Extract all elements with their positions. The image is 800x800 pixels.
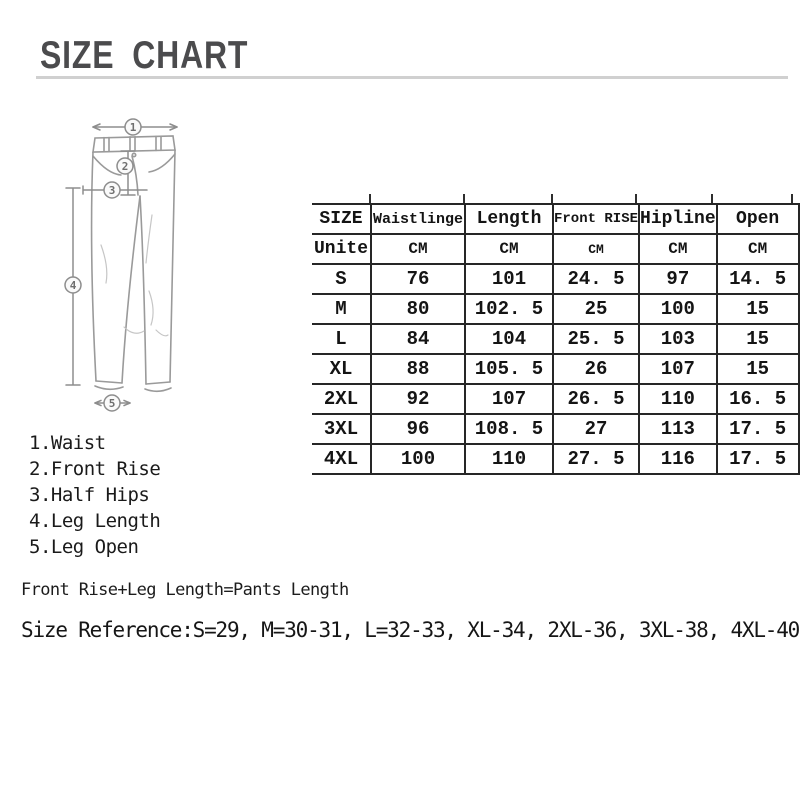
table-top-tick (791, 194, 793, 203)
size-table-container: SIZE Waistlinge Length Front RISE Hiplin… (312, 194, 800, 475)
table-cell: 104 (464, 323, 554, 355)
table-cell: 92 (370, 383, 466, 415)
col-header-open: Open (715, 203, 800, 235)
marker-2-label: 2 (122, 160, 129, 173)
unit-cell: CM (370, 233, 466, 265)
table-cell: 107 (464, 383, 554, 415)
table-cell: 108. 5 (464, 413, 554, 445)
table-row-3xl: 3XL 96 108. 5 27 113 17. 5 (312, 413, 800, 445)
marker-5-circle (103, 394, 121, 412)
page-title: SIZE CHART (40, 34, 249, 77)
table-row-s: S 76 101 24. 5 97 14. 5 (312, 263, 800, 295)
measurement-markers: 1 2 3 4 5 (64, 118, 142, 412)
table-cell: 27 (551, 413, 641, 445)
table-cell: 25. 5 (551, 323, 641, 355)
title-underline (36, 76, 788, 79)
table-cell: 102. 5 (464, 293, 554, 325)
table-row-4xl: 4XL 100 110 27. 5 116 17. 5 (312, 443, 800, 475)
table-cell: 100 (370, 443, 466, 475)
table-cell: 17. 5 (715, 413, 800, 445)
table-cell: 113 (638, 413, 718, 445)
table-cell: 105. 5 (464, 353, 554, 385)
table-cell: 15 (715, 353, 800, 385)
table-top-tick (551, 194, 553, 203)
table-cell: 26. 5 (551, 383, 641, 415)
table-cell: 100 (638, 293, 718, 325)
marker-5-label: 5 (109, 397, 116, 410)
col-header-hipline: Hipline (638, 203, 718, 235)
unit-row-label: Unite (312, 233, 372, 265)
table-cell: 27. 5 (551, 443, 641, 475)
table-top-tick (463, 194, 465, 203)
table-cell: 26 (551, 353, 641, 385)
size-label: 3XL (312, 413, 372, 445)
marker-1-circle (124, 118, 142, 136)
col-header-size: SIZE (312, 203, 372, 235)
unit-cell: CM (715, 233, 800, 265)
table-cell: 16. 5 (715, 383, 800, 415)
table-cell: 80 (370, 293, 466, 325)
unit-cell: CM (464, 233, 554, 265)
size-label: S (312, 263, 372, 295)
table-cell: 88 (370, 353, 466, 385)
col-header-length: Length (464, 203, 554, 235)
table-row-l: L 84 104 25. 5 103 15 (312, 323, 800, 355)
col-header-front-rise: Front RISE (551, 203, 641, 235)
marker-1-label: 1 (130, 121, 137, 134)
legend-item-leg-length: 4.Leg Length (29, 510, 161, 532)
table-cell: 101 (464, 263, 554, 295)
marker-2-circle (116, 157, 134, 175)
measurement-lines (65, 123, 178, 407)
pants-length-formula: Front Rise+Leg Length=Pants Length (21, 580, 349, 600)
table-cell: 24. 5 (551, 263, 641, 295)
table-cell: 76 (370, 263, 466, 295)
table-cell: 15 (715, 323, 800, 355)
table-cell: 84 (370, 323, 466, 355)
table-unit-row: Unite CM CM CM CM CM (312, 233, 800, 265)
table-cell: 25 (551, 293, 641, 325)
table-cell: 103 (638, 323, 718, 355)
legend-item-half-hips: 3.Half Hips (29, 484, 150, 506)
legend-item-front-rise: 2.Front Rise (29, 458, 161, 480)
marker-3-label: 3 (109, 184, 116, 197)
size-label: L (312, 323, 372, 355)
marker-4-label: 4 (70, 279, 77, 292)
table-cell: 96 (370, 413, 466, 445)
legend-item-waist: 1.Waist (29, 432, 106, 454)
table-cell: 116 (638, 443, 718, 475)
marker-3-circle (103, 181, 121, 199)
unit-cell: CM (638, 233, 718, 265)
table-cell: 110 (464, 443, 554, 475)
table-cell: 97 (638, 263, 718, 295)
table-cell: 110 (638, 383, 718, 415)
size-label: 4XL (312, 443, 372, 475)
marker-4-circle (64, 276, 82, 294)
size-reference-note: Size Reference:S=29, M=30-31, L=32-33, X… (21, 618, 800, 642)
table-row-xl: XL 88 105. 5 26 107 15 (312, 353, 800, 385)
pants-outline-icon (90, 135, 176, 393)
size-label: XL (312, 353, 372, 385)
size-label: M (312, 293, 372, 325)
measurement-legend: 1.Waist 2.Front Rise 3.Half Hips 4.Leg L… (29, 430, 161, 560)
size-table: SIZE Waistlinge Length Front RISE Hiplin… (312, 203, 800, 475)
table-cell: 15 (715, 293, 800, 325)
table-top-tick (635, 194, 637, 203)
table-row-m: M 80 102. 5 25 100 15 (312, 293, 800, 325)
table-cell: 17. 5 (715, 443, 800, 475)
pants-wrinkle-lines (100, 214, 169, 337)
table-cell: 14. 5 (715, 263, 800, 295)
unit-cell: CM (551, 233, 641, 265)
size-label: 2XL (312, 383, 372, 415)
legend-item-leg-open: 5.Leg Open (29, 536, 139, 558)
col-header-waistline: Waistlinge (370, 203, 466, 235)
table-header-row: SIZE Waistlinge Length Front RISE Hiplin… (312, 203, 800, 235)
table-top-tick (711, 194, 713, 203)
table-cell: 107 (638, 353, 718, 385)
table-row-2xl: 2XL 92 107 26. 5 110 16. 5 (312, 383, 800, 415)
pants-measurement-diagram: 1 2 3 4 5 (64, 118, 178, 412)
table-top-tick (369, 194, 371, 203)
